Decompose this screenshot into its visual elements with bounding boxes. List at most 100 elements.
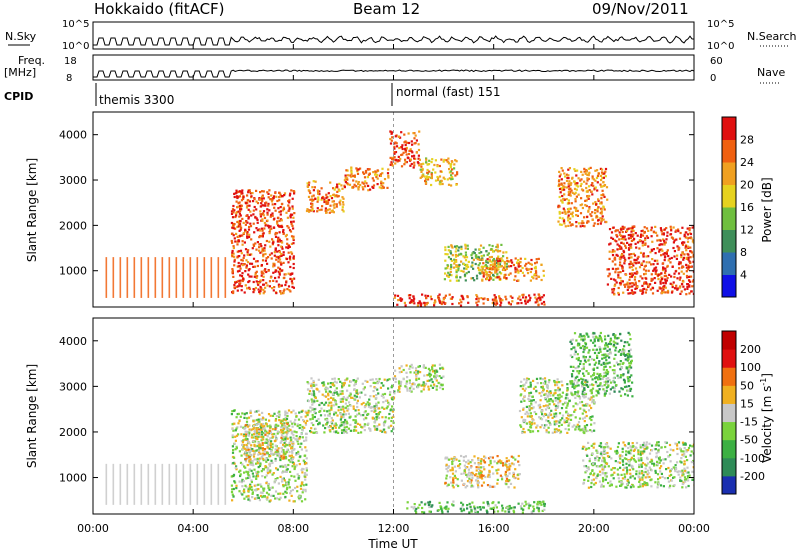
velocity-cell — [284, 455, 288, 459]
velocity-cell — [311, 416, 314, 419]
power-cell — [233, 255, 236, 258]
power-cell — [424, 179, 427, 183]
power-cell — [673, 272, 676, 275]
velocity-cell — [529, 383, 532, 387]
power-cell — [669, 282, 672, 285]
power-cell — [486, 298, 490, 301]
power-cell — [636, 241, 640, 244]
power-cell — [389, 156, 392, 159]
power-cell — [671, 283, 674, 286]
power-cell — [644, 269, 648, 272]
power-cell — [641, 244, 644, 247]
velocity-cell — [579, 428, 583, 431]
velocity-cell — [245, 437, 248, 441]
power-cell — [692, 292, 694, 295]
power-cell — [290, 272, 293, 275]
power-cell — [433, 301, 436, 305]
velocity-cell — [293, 421, 296, 424]
power-cell — [275, 255, 278, 258]
velocity-cell — [246, 440, 249, 443]
velocity-cell — [393, 392, 396, 395]
power-cell — [605, 186, 609, 189]
power-cell — [343, 179, 346, 182]
power-cell — [661, 269, 665, 272]
power-cell — [237, 240, 241, 243]
power-cell — [246, 204, 249, 207]
power-cell — [644, 291, 647, 294]
power-cell — [604, 167, 608, 171]
power-cell — [612, 226, 615, 229]
power-cell — [400, 299, 403, 302]
power-cell — [688, 292, 691, 295]
power-cell — [682, 280, 685, 283]
velocity-cell — [377, 416, 381, 419]
power-cell — [510, 259, 513, 262]
power-cell — [688, 284, 691, 287]
velocity-cell — [300, 482, 303, 486]
velocity-cell — [504, 470, 507, 474]
velocity-cell — [418, 365, 421, 368]
power-cell — [623, 259, 626, 262]
power-cell — [393, 156, 396, 159]
velocity-cell — [311, 403, 314, 406]
velocity-cell — [528, 407, 531, 410]
velocity-cell — [289, 460, 292, 463]
power-cell — [534, 262, 537, 265]
velocity-cell — [305, 469, 308, 472]
power-cell — [380, 183, 383, 186]
velocity-cell — [556, 389, 559, 392]
velocity-cell — [352, 407, 355, 410]
power-cell — [625, 229, 629, 232]
power-cell — [567, 224, 570, 227]
velocity-cell — [256, 475, 260, 478]
velocity-cell — [441, 366, 444, 369]
velocity-cell — [375, 404, 378, 407]
power-cell — [237, 225, 240, 228]
velocity-cell — [557, 420, 560, 423]
velocity-cell — [279, 422, 283, 425]
velocity-cell — [271, 443, 274, 446]
power-cell — [493, 298, 496, 301]
velocity-cell — [281, 419, 284, 422]
power-region-1 — [230, 189, 296, 295]
velocity-cell — [269, 469, 272, 472]
velocity-cell — [477, 481, 480, 484]
velocity-cell — [336, 392, 339, 395]
velocity-cell — [677, 441, 681, 444]
velocity-cell — [475, 473, 478, 476]
power-cell — [258, 246, 261, 249]
power-cell — [477, 266, 480, 269]
velocity-cell — [341, 386, 344, 389]
power-cell — [607, 268, 610, 271]
power-cell — [586, 173, 589, 176]
velocity-cell — [252, 449, 255, 452]
velocity-cell — [251, 433, 254, 436]
power-cell — [510, 265, 513, 268]
power-cell — [621, 265, 624, 268]
velocity-cell — [271, 473, 274, 476]
power-cell — [489, 263, 492, 267]
velocity-cell — [305, 439, 308, 442]
velocity-cell — [556, 394, 560, 397]
power-cell — [462, 270, 465, 273]
power-cell — [523, 274, 526, 277]
velocity-cell — [581, 447, 584, 450]
power-cell — [628, 278, 631, 281]
power-cell — [680, 283, 684, 286]
velocity-cell — [244, 447, 247, 450]
power-cell — [270, 227, 273, 230]
power-cell — [583, 167, 586, 170]
velocity-cell — [493, 460, 496, 463]
velocity-cell — [394, 369, 397, 372]
power-cell — [690, 275, 693, 278]
power-cell — [509, 303, 512, 306]
velocity-cell — [298, 411, 301, 414]
velocity-cell — [291, 442, 294, 445]
power-cell — [563, 185, 566, 188]
velocity-cell — [337, 394, 340, 397]
velocity-cell — [643, 448, 646, 451]
velocity-cell — [303, 426, 306, 429]
velocity-cell — [274, 490, 278, 493]
nsky-tick-bottom: 10^0 — [62, 41, 89, 52]
power-cell — [278, 219, 281, 222]
